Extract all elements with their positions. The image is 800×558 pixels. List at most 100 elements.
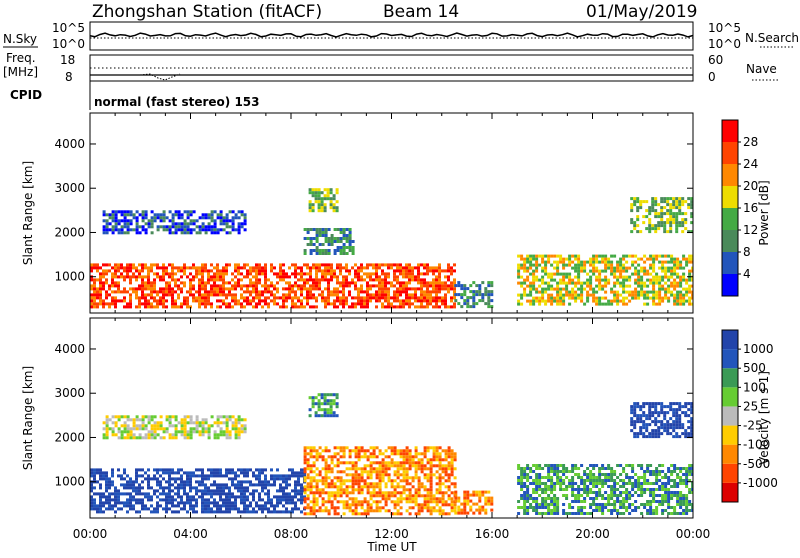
echo-cell [96,293,99,296]
echo-cell [111,299,114,302]
echo-cell [411,287,414,290]
echo-cell [657,221,660,224]
echo-cell [430,464,433,467]
echo-cell [385,473,388,476]
echo-cell [571,467,574,470]
echo-cell [226,433,229,436]
echo-cell [685,503,688,506]
echo-cell [661,470,664,473]
echo-cell [361,491,364,494]
echo-cell [310,512,313,515]
echo-cell [387,293,390,296]
echo-cell [339,302,342,305]
echo-cell [607,485,610,488]
echo-cell [214,421,217,424]
echo-cell [682,276,685,279]
echo-cell [405,281,408,284]
echo-cell [463,494,466,497]
echo-cell [604,503,607,506]
echo-cell [405,293,408,296]
echo-cell [406,473,409,476]
echo-cell [520,282,523,285]
echo-cell [447,305,450,308]
echo-cell [589,261,592,264]
echo-cell [672,218,675,221]
echo-cell [334,249,337,252]
echo-cell [553,470,556,473]
echo-cell [255,477,258,480]
echo-cell [211,415,214,418]
echo-cell [294,489,297,492]
echo-cell [418,458,421,461]
echo-cell [625,291,628,294]
echo-cell [123,305,126,308]
echo-cell [205,228,208,231]
echo-cell [622,506,625,509]
echo-cell [267,510,270,513]
echo-cell [219,495,222,498]
echo-cell [114,275,117,278]
echo-cell [577,270,580,273]
echo-cell [222,492,225,495]
echo-cell [105,501,108,504]
echo-cell [541,258,544,261]
echo-cell [526,258,529,261]
echo-cell [453,290,456,293]
echo-cell [670,506,673,509]
echo-cell [336,209,339,212]
echo-cell [222,302,225,305]
echo-cell [348,269,351,272]
echo-cell [394,506,397,509]
echo-cell [442,512,445,515]
echo-cell [330,272,333,275]
echo-cell [343,246,346,249]
echo-cell [321,278,324,281]
echo-cell [571,476,574,479]
echo-cell [553,494,556,497]
echo-cell [427,506,430,509]
echo-cell [138,468,141,471]
echo-cell [634,279,637,282]
echo-cell [447,275,450,278]
echo-cell [574,488,577,491]
echo-cell [270,510,273,513]
echo-cell [420,293,423,296]
echo-cell [201,495,204,498]
echo-cell [315,281,318,284]
colorbar-segment [722,186,738,208]
echo-cell [595,276,598,279]
echo-cell [442,467,445,470]
echo-cell [550,294,553,297]
echo-cell [562,294,565,297]
echo-cell [322,228,325,231]
echo-cell [628,294,631,297]
echo-cell [568,479,571,482]
echo-cell [571,294,574,297]
echo-cell [291,299,294,302]
echo-cell [657,212,660,215]
echo-cell [478,299,481,302]
echo-cell [151,430,154,433]
echo-cell [282,263,285,266]
echo-cell [580,500,583,503]
echo-cell [358,479,361,482]
echo-cell [231,504,234,507]
echo-cell [673,470,676,473]
echo-cell [453,263,456,266]
echo-cell [198,495,201,498]
echo-cell [556,303,559,306]
echo-cell [487,302,490,305]
echo-cell [442,497,445,500]
echo-cell [409,452,412,455]
echo-cell [417,266,420,269]
echo-cell [163,430,166,433]
echo-cell [478,284,481,287]
echo-cell [415,461,418,464]
echo-cell [472,299,475,302]
echo-cell [604,276,607,279]
echo-cell [568,255,571,258]
echo-cell [409,455,412,458]
echo-cell [589,488,592,491]
echo-cell [643,479,646,482]
echo-cell [109,222,112,225]
